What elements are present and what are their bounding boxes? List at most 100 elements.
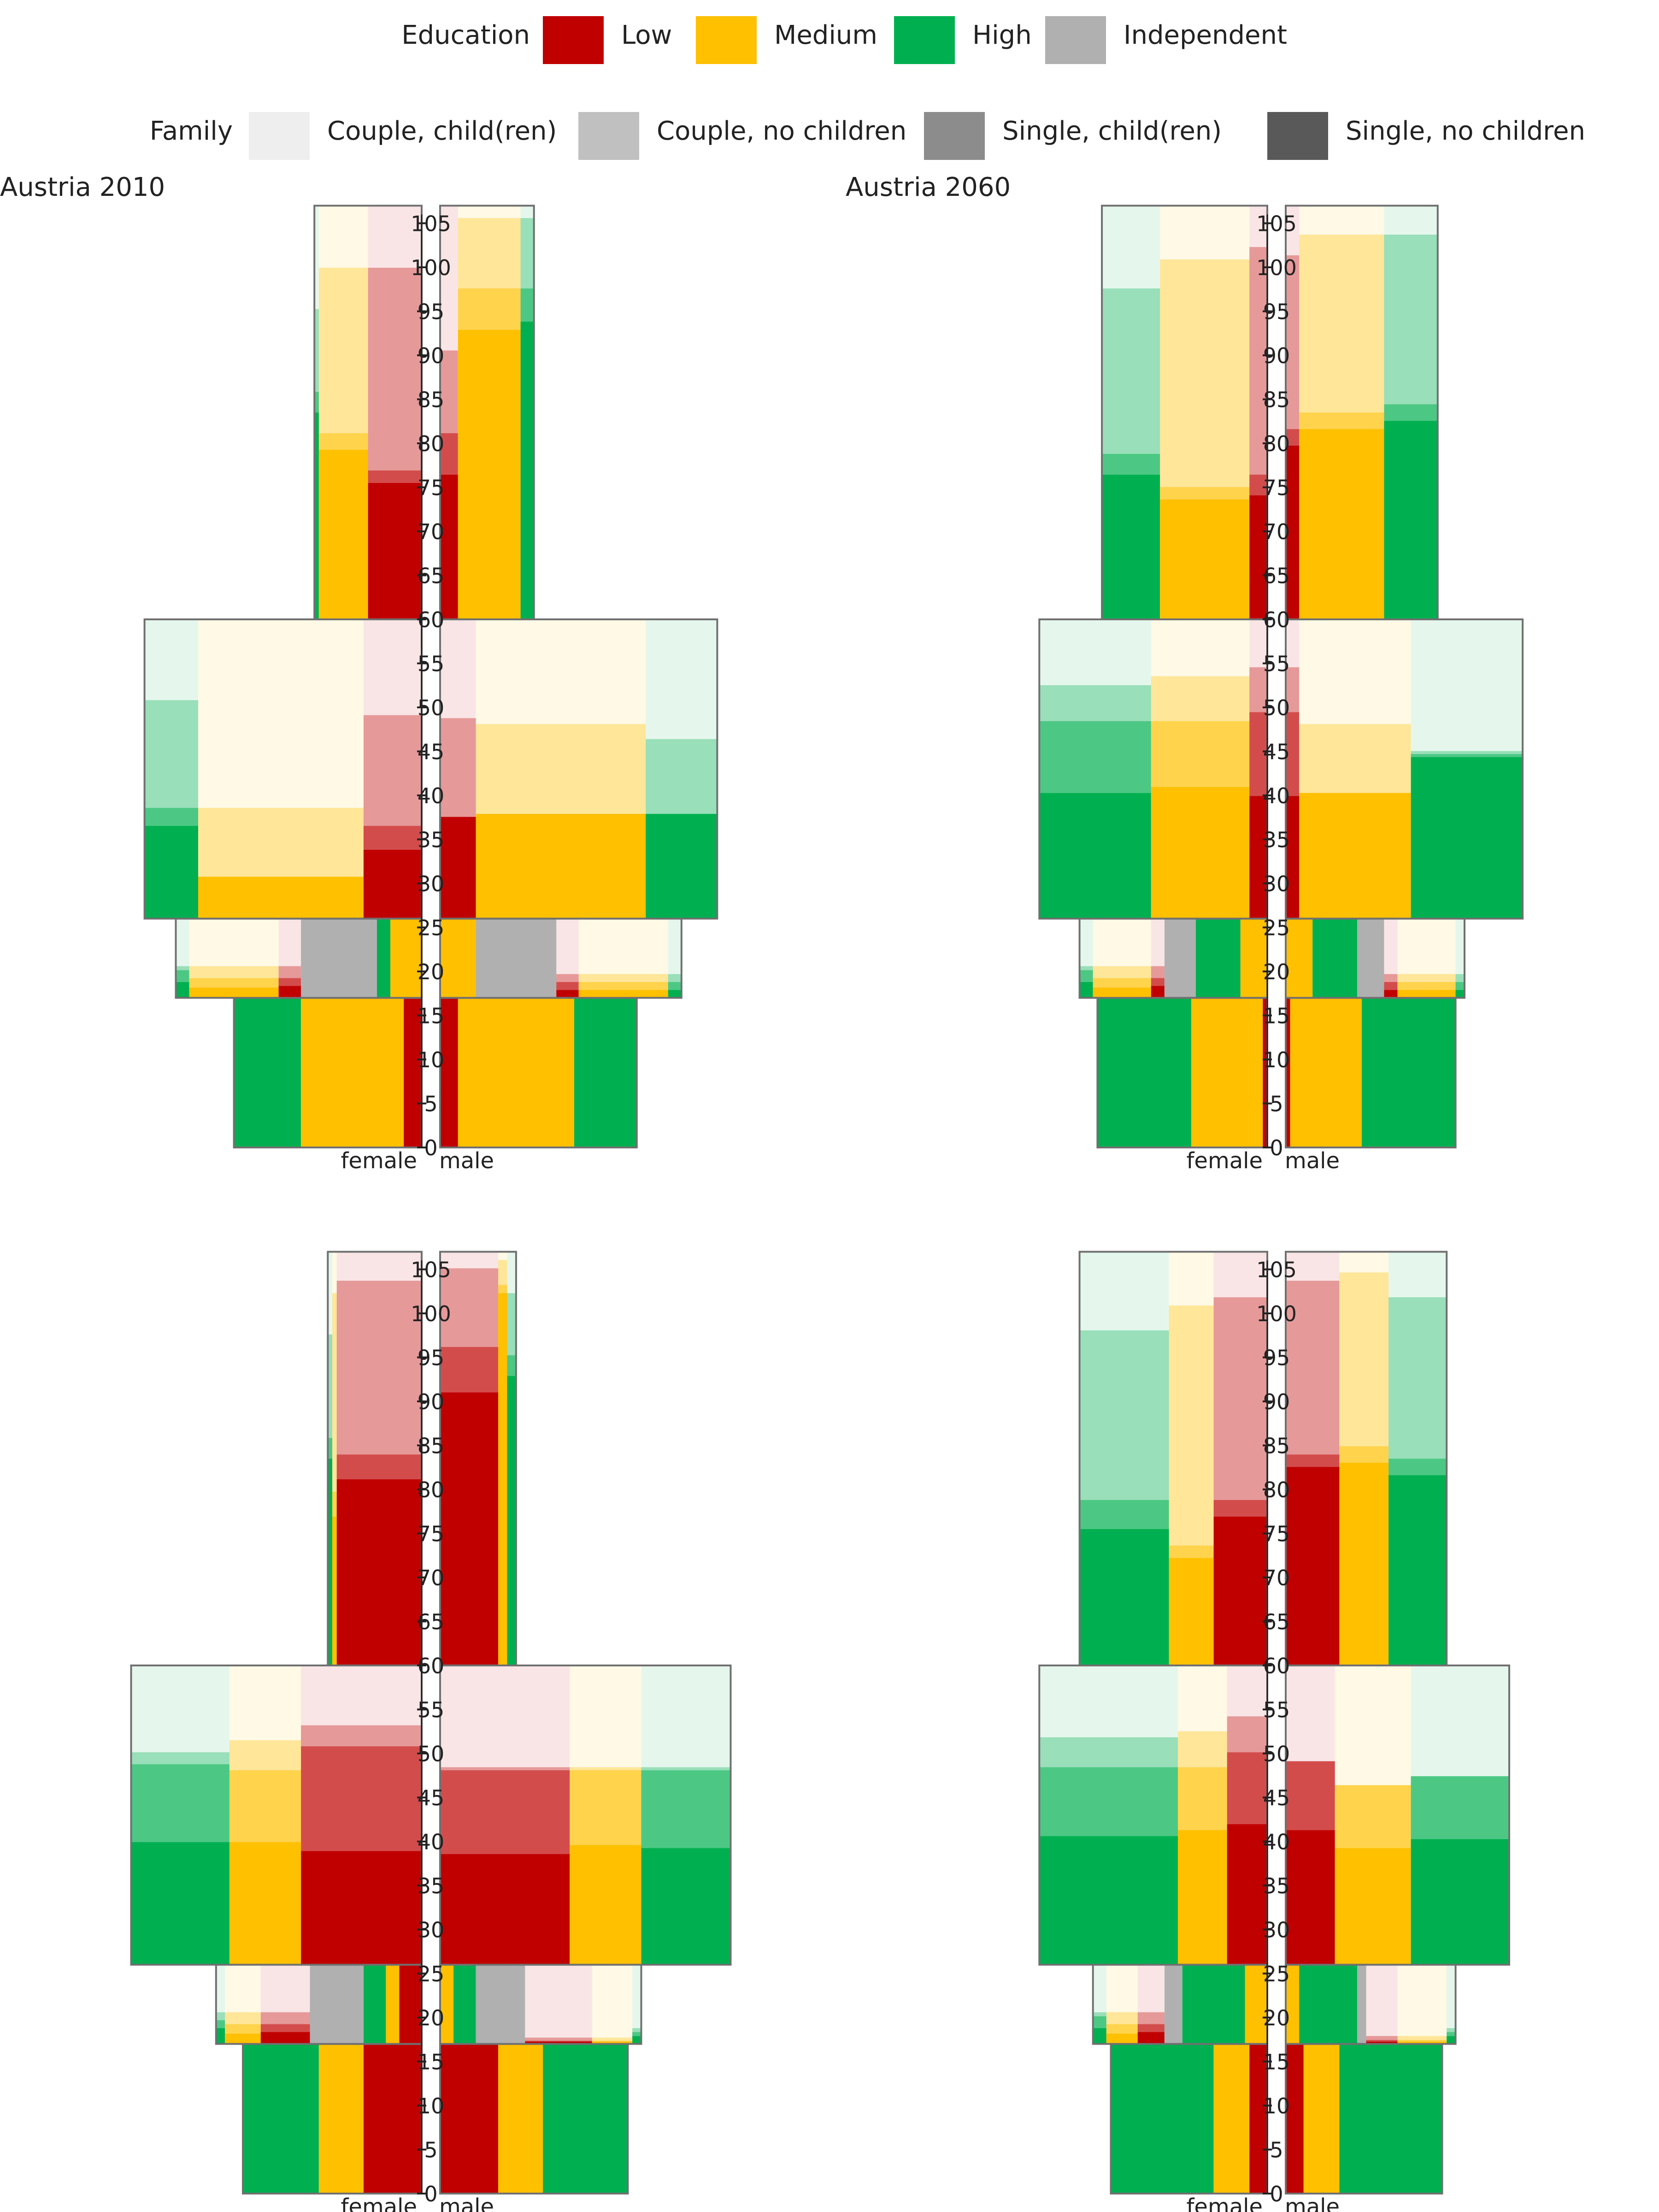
cell-female-high (1079, 918, 1093, 998)
family-segment (641, 1770, 731, 1848)
family-segment (1079, 970, 1093, 982)
family-segment (1137, 2032, 1165, 2044)
family-segment (1079, 1330, 1169, 1500)
age-tick-label: 5 (424, 1092, 437, 1117)
cell-male-high (1455, 918, 1465, 998)
legend-education-title: Education (401, 20, 530, 50)
age-tick-label: 45 (1263, 1786, 1290, 1811)
family-segment (1102, 474, 1160, 619)
family-segment (1151, 619, 1250, 677)
cell-female-high (314, 206, 319, 619)
bar-segment (1164, 1965, 1182, 2044)
cell-male-high (1447, 1965, 1456, 2044)
family-segment (1039, 1767, 1178, 1836)
family-segment (1384, 990, 1398, 998)
family-segment (458, 218, 521, 288)
family-segment (1249, 495, 1267, 619)
family-segment (556, 990, 579, 998)
age-tick-label: 80 (418, 1477, 445, 1502)
age-tick-label: 70 (1263, 519, 1290, 544)
age-group-frame (439, 618, 718, 920)
family-segment (1178, 1767, 1227, 1830)
family-segment (1384, 404, 1438, 421)
legend-family-label: Single, no children (1346, 116, 1585, 146)
cell-male-medium (1286, 918, 1313, 998)
bar-segment (440, 918, 476, 998)
cell-male-medium (458, 998, 574, 1147)
family-segment (301, 1665, 422, 1725)
family-segment (570, 1665, 641, 1767)
family-segment (1447, 2036, 1456, 2044)
bar-segment (386, 1965, 400, 2044)
family-segment (458, 288, 521, 330)
age-tick-label: 95 (1263, 300, 1290, 324)
family-segment (1286, 255, 1300, 429)
family-segment (440, 1252, 499, 1269)
age-tick-label: 55 (418, 1698, 445, 1723)
family-segment (278, 978, 301, 986)
family-segment (1411, 751, 1523, 754)
cell-female-medium (189, 918, 279, 998)
family-segment (520, 321, 534, 619)
cell-female-low (1263, 998, 1267, 1147)
cell-male-high (1339, 2044, 1442, 2194)
age-tick-label: 40 (418, 1830, 445, 1854)
family-segment (1339, 1272, 1389, 1447)
age-tick-label: 65 (1263, 564, 1290, 588)
cell-male-independent (1357, 1965, 1366, 2044)
age-tick-label: 0 (424, 1135, 437, 1160)
bar-segment (476, 1965, 525, 2044)
family-segment (176, 966, 189, 971)
family-segment (1447, 1965, 1456, 2028)
cell-male-independent (1357, 918, 1384, 998)
family-segment (1366, 1965, 1398, 2036)
family-segment (570, 1845, 641, 1965)
age-tick-label: 75 (418, 1522, 445, 1547)
legend-family-label: Couple, child(ren) (327, 116, 557, 146)
family-segment (507, 1376, 516, 1665)
age-tick-label: 60 (418, 607, 445, 632)
family-segment (368, 206, 422, 268)
cell-female-independent (301, 918, 377, 998)
cell-male-medium (1397, 1965, 1447, 2044)
cell-male-low (440, 2044, 499, 2194)
family-segment (592, 2037, 633, 2041)
bar-segment (1299, 1965, 1358, 2044)
cell-female-high (1093, 1965, 1106, 2044)
age-tick-label: 85 (418, 388, 445, 412)
family-segment (198, 619, 364, 808)
age-tick-label: 40 (1263, 1830, 1290, 1854)
family-segment (1227, 1665, 1267, 1717)
family-segment (632, 2036, 641, 2044)
family-segment (1286, 445, 1300, 619)
cell-male-medium (1286, 1965, 1300, 2044)
family-segment (1213, 1252, 1267, 1298)
family-segment (1178, 1731, 1227, 1767)
family-segment (578, 918, 668, 974)
family-segment (336, 1281, 422, 1455)
bar-segment (1286, 2044, 1304, 2194)
family-segment (1039, 1737, 1178, 1767)
family-segment (260, 1965, 310, 2012)
cell-female-low (1249, 206, 1267, 619)
family-segment (189, 978, 279, 988)
bar-segment (458, 998, 574, 1147)
family-segment (1388, 1297, 1447, 1459)
age-tick-label: 35 (418, 1874, 445, 1899)
legend-family-label: Single, child(ren) (1002, 116, 1222, 146)
family-segment (525, 2037, 592, 2041)
family-segment (1286, 667, 1300, 712)
bar-segment (1357, 918, 1384, 998)
bar-segment (310, 1965, 364, 2044)
legend: Education Low Medium High Independent Family C… (150, 16, 1585, 160)
family-segment (440, 619, 476, 718)
age-tick-label: 55 (418, 652, 445, 677)
family-segment (1299, 412, 1384, 429)
cell-female-low (404, 998, 422, 1147)
age-tick-label: 55 (1263, 652, 1290, 677)
legend-family-label: Couple, no children (657, 116, 906, 146)
family-segment (363, 715, 422, 826)
bar-segment (1290, 998, 1362, 1147)
family-segment (368, 267, 422, 471)
age-tick-label: 70 (418, 519, 445, 544)
